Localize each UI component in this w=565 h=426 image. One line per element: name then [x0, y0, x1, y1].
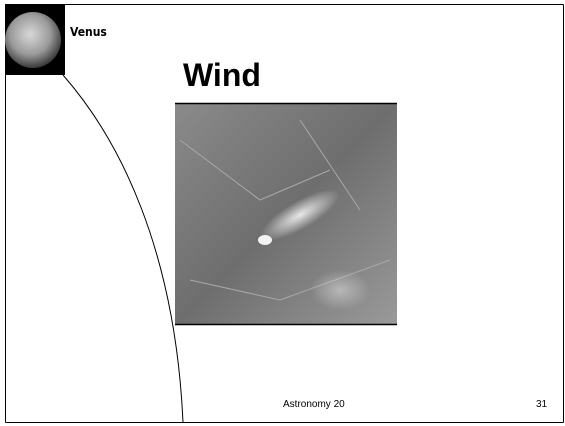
radar-image — [175, 102, 397, 326]
frame — [5, 4, 564, 423]
slide-title: Wind — [183, 57, 261, 93]
section-label: Venus — [70, 25, 107, 39]
venus-image — [5, 4, 65, 75]
arc — [62, 74, 184, 423]
footer-course: Astronomy 20 — [283, 399, 345, 410]
page-number: 31 — [536, 399, 548, 410]
